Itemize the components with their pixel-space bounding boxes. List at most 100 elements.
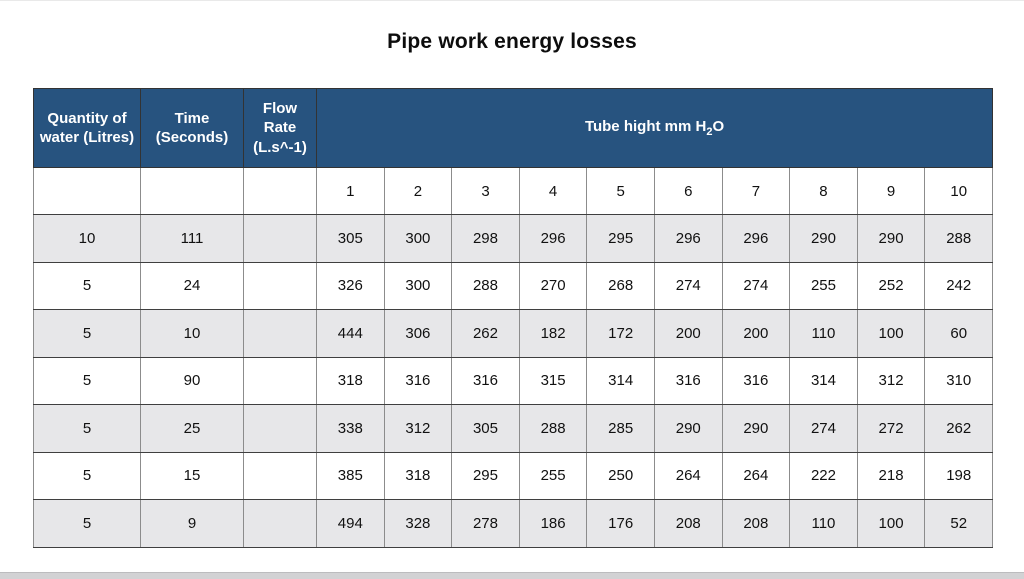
cell-flow-rate: [243, 356, 317, 405]
cell-tube-height: 326: [316, 261, 385, 310]
cell-quantity: 5: [33, 356, 141, 405]
cell-tube-height: 312: [856, 356, 926, 405]
cell-tube-height: 288: [518, 404, 588, 453]
cell-flow-rate: [243, 499, 317, 548]
cell-tube-height: 296: [518, 214, 588, 263]
cell-quantity: 5: [33, 499, 141, 548]
cell-flow-rate: [243, 404, 317, 453]
tube-height-prefix: Tube hight mm H: [584, 117, 707, 135]
cell-tube-height: 305: [451, 404, 520, 453]
cell-tube-height: 274: [721, 261, 791, 310]
cell-tube-height: 300: [383, 261, 453, 310]
tube-column-number: 8: [789, 167, 858, 215]
cell-tube-height: 312: [383, 404, 453, 453]
cell-tube-height: 208: [721, 499, 791, 548]
cell-tube-height: 100: [856, 309, 926, 358]
cell-tube-height: 288: [924, 214, 994, 263]
cell-tube-height: 305: [316, 214, 385, 263]
cell-tube-height: 494: [316, 499, 385, 548]
cell-tube-height: 242: [924, 261, 994, 310]
cell-time: 25: [140, 404, 244, 453]
cell-tube-height: 290: [721, 404, 791, 453]
table-row: 5 15 385 318 295 255 250 264 264 222 218 198: [33, 451, 994, 500]
cell-tube-height: 306: [383, 309, 453, 358]
cell-tube-height: 110: [789, 499, 858, 548]
tube-column-number: 1: [316, 167, 385, 215]
tube-column-number: 6: [653, 167, 723, 215]
cell-tube-height: 274: [789, 404, 858, 453]
tube-column-number: 10: [924, 167, 994, 215]
tube-column-number: 5: [586, 167, 655, 215]
tube-height-suffix: O: [712, 117, 725, 135]
cell-quantity: 5: [33, 261, 141, 310]
cell-tube-height: 186: [518, 499, 588, 548]
header-tube-height: Tube hight mm H2O: [315, 88, 994, 168]
cell-tube-height: 100: [856, 499, 926, 548]
tube-column-number: 7: [721, 167, 791, 215]
tube-column-number: 4: [518, 167, 588, 215]
cell-tube-height: 314: [586, 356, 655, 405]
blank-cell: [33, 167, 141, 215]
cell-tube-height: 176: [586, 499, 655, 548]
window-bottom-edge: [0, 572, 1024, 579]
cell-tube-height: 318: [316, 356, 385, 405]
cell-tube-height: 222: [789, 451, 858, 500]
pipe-work-table: Quantity of water (Litres) Time (Seconds…: [33, 88, 994, 548]
cell-tube-height: 296: [721, 214, 791, 263]
cell-tube-height: 200: [653, 309, 723, 358]
cell-tube-height: 262: [451, 309, 520, 358]
table-row: 5 9 494 328 278 186 176 208 208 110 100 52: [33, 499, 994, 548]
cell-time: 90: [140, 356, 244, 405]
cell-tube-height: 255: [789, 261, 858, 310]
cell-tube-height: 262: [924, 404, 994, 453]
cell-tube-height: 290: [789, 214, 858, 263]
cell-tube-height: 444: [316, 309, 385, 358]
cell-flow-rate: [243, 214, 317, 263]
header-flow-rate: Flow Rate (L.s^-1): [243, 88, 317, 168]
tube-column-number: 2: [383, 167, 453, 215]
table-row: 5 90 318 316 316 315 314 316 316 314 312 310: [33, 356, 994, 405]
cell-tube-height: 264: [721, 451, 791, 500]
cell-time: 111: [140, 214, 244, 263]
header-row: Quantity of water (Litres) Time (Seconds…: [33, 88, 994, 168]
cell-tube-height: 296: [653, 214, 723, 263]
cell-tube-height: 182: [518, 309, 588, 358]
cell-tube-height: 316: [383, 356, 453, 405]
tube-column-number: 3: [451, 167, 520, 215]
cell-tube-height: 298: [451, 214, 520, 263]
cell-tube-height: 316: [721, 356, 791, 405]
cell-tube-height: 314: [789, 356, 858, 405]
cell-tube-height: 52: [924, 499, 994, 548]
cell-flow-rate: [243, 261, 317, 310]
cell-tube-height: 264: [653, 451, 723, 500]
table-row: 5 24 326 300 288 270 268 274 274 255 252 242: [33, 261, 994, 310]
cell-tube-height: 110: [789, 309, 858, 358]
cell-tube-height: 270: [518, 261, 588, 310]
cell-tube-height: 218: [856, 451, 926, 500]
cell-tube-height: 295: [451, 451, 520, 500]
cell-tube-height: 255: [518, 451, 588, 500]
cell-tube-height: 252: [856, 261, 926, 310]
cell-tube-height: 274: [653, 261, 723, 310]
cell-tube-height: 316: [451, 356, 520, 405]
header-time: Time (Seconds): [140, 88, 244, 168]
table-row: 5 25 338 312 305 288 285 290 290 274 272 262: [33, 404, 994, 453]
table-row: 5 10 444 306 262 182 172 200 200 110 100 60: [33, 309, 994, 358]
cell-time: 10: [140, 309, 244, 358]
cell-tube-height: 198: [924, 451, 994, 500]
cell-quantity: 10: [33, 214, 141, 263]
page-title: Pipe work energy losses: [387, 30, 637, 53]
cell-tube-height: 278: [451, 499, 520, 548]
cell-flow-rate: [243, 451, 317, 500]
cell-tube-height: 328: [383, 499, 453, 548]
tube-column-number: 9: [856, 167, 926, 215]
cell-tube-height: 310: [924, 356, 994, 405]
cell-tube-height: 208: [653, 499, 723, 548]
cell-tube-height: 295: [586, 214, 655, 263]
cell-quantity: 5: [33, 451, 141, 500]
cell-tube-height: 338: [316, 404, 385, 453]
cell-quantity: 5: [33, 404, 141, 453]
cell-time: 24: [140, 261, 244, 310]
header-quantity-of-water: Quantity of water (Litres): [33, 88, 141, 168]
